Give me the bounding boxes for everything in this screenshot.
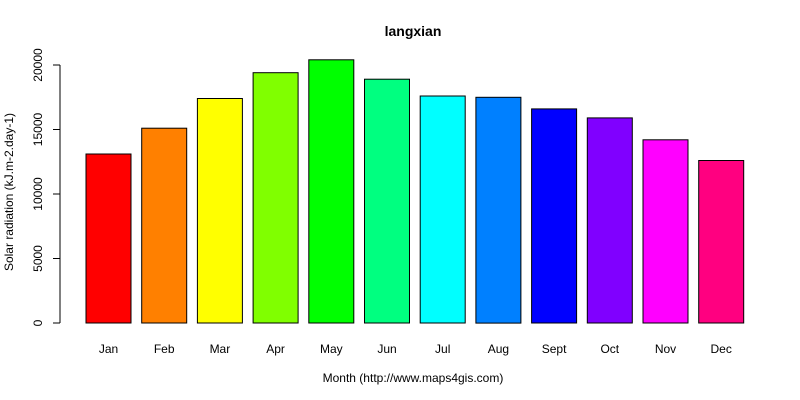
- bars-group: [85, 59, 745, 324]
- x-tick-label-aug: Aug: [488, 342, 509, 356]
- bar-oct: [586, 117, 633, 324]
- y-axis: 0 5000 10000 15000 20000: [31, 48, 61, 326]
- bar-mar: [196, 98, 243, 324]
- x-tick-label-jul: Jul: [435, 342, 450, 356]
- x-axis-label: Month (http://www.maps4gis.com): [323, 371, 504, 385]
- y-tick-label: 5000: [31, 245, 45, 272]
- x-tick-label-dec: Dec: [711, 342, 732, 356]
- chart-title: langxian: [385, 23, 442, 39]
- x-tick-label-mar: Mar: [210, 342, 231, 356]
- bar-jul: [419, 95, 466, 324]
- bar-sept: [531, 108, 578, 324]
- x-tick-label-nov: Nov: [655, 342, 676, 356]
- x-tick-label-apr: Apr: [266, 342, 285, 356]
- y-axis-label: Solar radiation (kJ.m-2.day-1): [2, 113, 16, 271]
- bar-may: [308, 59, 355, 324]
- bar-aug: [475, 96, 522, 324]
- y-tick-label: 10000: [31, 177, 45, 211]
- x-tick-label-feb: Feb: [154, 342, 175, 356]
- x-tick-label-oct: Oct: [600, 342, 619, 356]
- x-tick-label-may: May: [320, 342, 343, 356]
- y-tick-label: 20000: [31, 48, 45, 82]
- bar-nov: [642, 139, 689, 324]
- x-tick-label-jan: Jan: [99, 342, 118, 356]
- bar-jan: [85, 153, 132, 324]
- bar-jun: [364, 78, 410, 324]
- bar-apr: [252, 72, 299, 324]
- bar-feb: [141, 127, 188, 324]
- y-tick-label: 15000: [31, 112, 45, 146]
- bar-dec: [698, 160, 745, 324]
- x-tick-label-jun: Jun: [377, 342, 396, 356]
- x-tick-label-sept: Sept: [542, 342, 567, 356]
- y-tick-label: 0: [31, 319, 45, 326]
- x-tick-labels: Jan Feb Mar Apr May Jun Jul Aug Sept Oct Nov Dec: [99, 342, 732, 356]
